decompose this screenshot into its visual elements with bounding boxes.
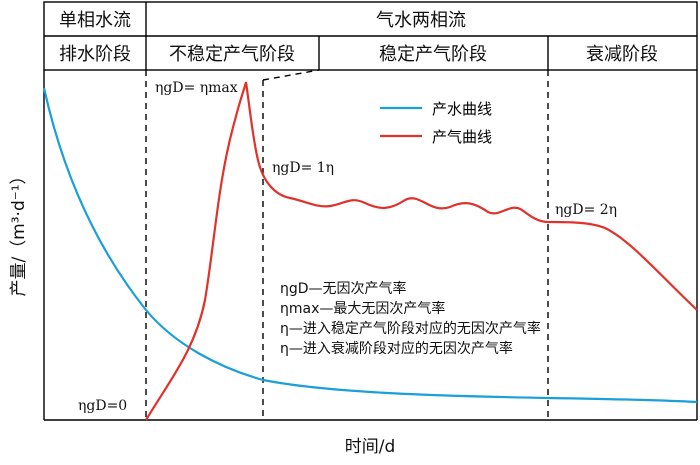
annotation-origin: ηgD=0: [78, 398, 127, 414]
legend-gas-label: 产气曲线: [432, 128, 492, 146]
stage-label-stable-gas: 稳定产气阶段: [379, 44, 487, 65]
definition-line-3: η—进入稳定产气阶段对应的无因次产气率: [280, 320, 541, 337]
header-single-phase-flow: 单相水流: [59, 10, 131, 31]
water-production-curve: [42, 87, 698, 404]
legend: 产水曲线 产气曲线: [380, 100, 492, 146]
gas-production-curve: [145, 81, 698, 421]
definition-line-2: ηmax—最大无因次产气率: [280, 300, 445, 317]
stage-label-drainage: 排水阶段: [59, 44, 131, 65]
stage-label-decline: 衰减阶段: [586, 44, 658, 65]
x-axis-label: 时间/d: [345, 437, 396, 457]
definition-line-4: η—进入衰减阶段对应的无因次产气率: [280, 340, 513, 357]
stage-boundary-2-slant: [262, 69, 320, 81]
stage-label-unstable-gas: 不稳定产气阶段: [169, 44, 295, 65]
annotation-stable-start: ηgD= 1η: [272, 160, 334, 176]
stage-header: [43, 1, 698, 71]
y-axis-label: 产量/（m³·d⁻¹）: [9, 167, 29, 296]
annotation-peak: ηgD= ηmax: [155, 80, 238, 96]
annotation-decline-start: ηgD= 2η: [555, 202, 617, 218]
header-two-phase-flow: 气水两相流: [376, 10, 466, 31]
legend-water-label: 产水曲线: [432, 100, 492, 118]
definition-line-1: ηgD—无因次产气率: [280, 280, 407, 297]
